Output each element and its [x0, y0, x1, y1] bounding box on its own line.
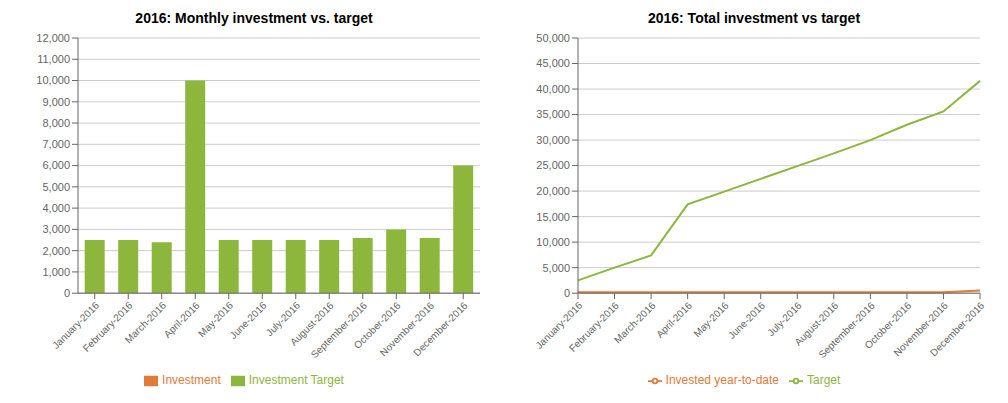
svg-text:6,000: 6,000: [42, 159, 70, 171]
svg-text:5,000: 5,000: [42, 181, 70, 193]
svg-text:May-2016: May-2016: [196, 299, 236, 340]
svg-text:1,000: 1,000: [42, 266, 70, 278]
svg-text:January-2016: January-2016: [533, 299, 585, 351]
html-text:Target: Target: [807, 373, 841, 388]
svg-text:11,000: 11,000: [37, 53, 70, 65]
svg-text:January-2016: January-2016: [50, 299, 102, 351]
svg-text:March-2016: March-2016: [123, 300, 169, 346]
svg-text:8,000: 8,000: [42, 117, 70, 129]
svg-text:4,000: 4,000: [42, 202, 70, 214]
html-text:2016: Monthly investment vs. t: 2016: Monthly investment vs. target: [135, 10, 373, 26]
html-text:Invested year-to-date: Invested year-to-date: [665, 373, 779, 388]
svg-text:June-2016: June-2016: [227, 300, 269, 342]
svg-text:45,000: 45,000: [536, 57, 570, 69]
svg-text:October-2016: October-2016: [351, 299, 403, 351]
svg-text:15,000: 15,000: [536, 211, 570, 223]
svg-text:June-2016: June-2016: [726, 300, 768, 342]
svg-text:October-2016: October-2016: [862, 299, 914, 351]
svg-text:December-2016: December-2016: [411, 300, 470, 359]
svg-text:20,000: 20,000: [536, 185, 570, 197]
svg-text:50,000: 50,000: [536, 32, 570, 44]
svg-text:May-2016: May-2016: [691, 299, 731, 340]
svg-text:July-2016: July-2016: [765, 300, 804, 339]
svg-text:10,000: 10,000: [536, 236, 570, 248]
svg-text:3,000: 3,000: [42, 223, 70, 235]
svg-text:25,000: 25,000: [536, 159, 570, 171]
svg-text:August-2016: August-2016: [287, 299, 336, 348]
svg-text:9,000: 9,000: [42, 96, 70, 108]
svg-text:2,000: 2,000: [42, 245, 70, 257]
svg-text:December-2016: December-2016: [928, 300, 987, 359]
html-text:Investment Target: Investment Target: [248, 373, 344, 388]
svg-text:September-2016: September-2016: [309, 300, 370, 361]
svg-text:July-2016: July-2016: [263, 299, 303, 339]
svg-text:September-2016: September-2016: [816, 300, 877, 361]
svg-text:0: 0: [64, 287, 70, 299]
svg-text:7,000: 7,000: [42, 138, 70, 150]
svg-text:November-2016: November-2016: [891, 299, 950, 359]
svg-text:12,000: 12,000: [36, 32, 70, 44]
html-text:Investment: Investment: [162, 373, 221, 388]
svg-text:February-2016: February-2016: [567, 300, 621, 354]
svg-text:35,000: 35,000: [536, 108, 570, 120]
svg-text:November-2016: November-2016: [377, 299, 437, 359]
svg-text:30,000: 30,000: [536, 134, 570, 146]
svg-text:August-2016: August-2016: [792, 299, 841, 348]
svg-text:5,000: 5,000: [542, 262, 570, 274]
svg-text:0: 0: [564, 287, 570, 299]
svg-text:April-2016: April-2016: [162, 300, 202, 340]
svg-text:March-2016: March-2016: [612, 300, 658, 346]
svg-text:February-2016: February-2016: [81, 300, 135, 354]
svg-text:April-2016: April-2016: [654, 300, 694, 340]
html-text:2016: Total investment vs targ: 2016: Total investment vs target: [647, 10, 861, 26]
svg-text:10,000: 10,000: [36, 74, 70, 86]
svg-text:40,000: 40,000: [536, 83, 570, 95]
